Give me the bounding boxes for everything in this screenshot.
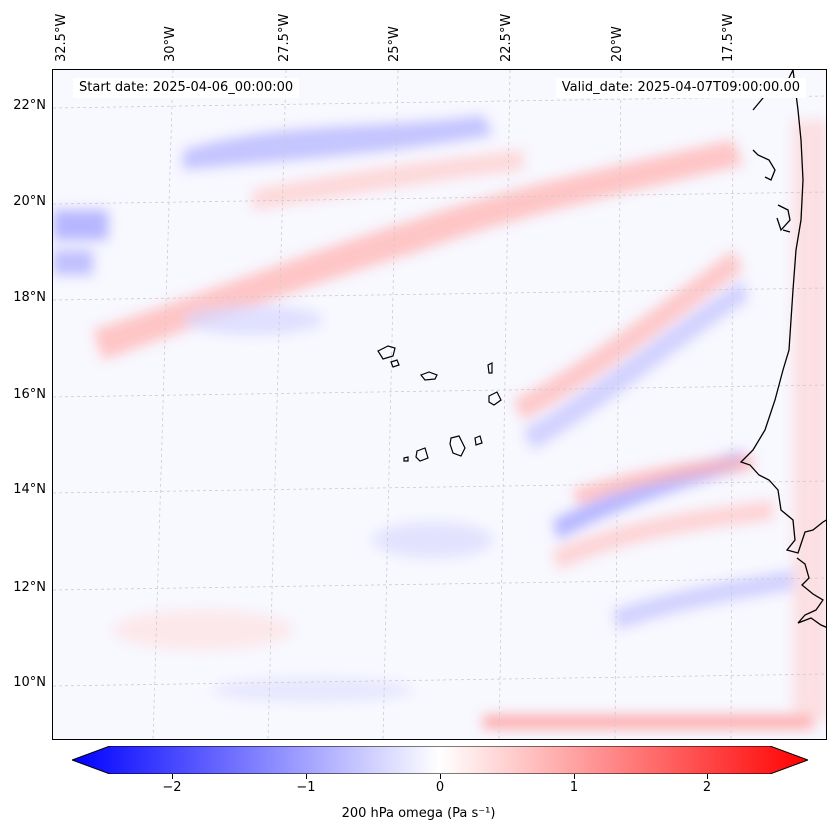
colorbar-tick-1	[574, 774, 575, 779]
omega-map: Start date: 2025-04-06_00:00:00 Valid_da…	[52, 69, 827, 740]
colorbar-label-2: 2	[702, 780, 712, 795]
omega-shading	[53, 115, 826, 729]
lat-label-22n: 22°N	[13, 98, 46, 113]
colorbar-tick-minus2	[172, 774, 173, 779]
valid-date-label: Valid_date: 2025-04-07T09:00:00.00	[555, 78, 806, 98]
lon-label-22-5w: 22.5°W	[499, 13, 514, 62]
lon-label-27-5w: 27.5°W	[277, 13, 292, 62]
colorbar-tick-0	[440, 774, 441, 779]
start-date-label: Start date: 2025-04-06_00:00:00	[73, 78, 300, 98]
colorbar-tick-minus1	[306, 774, 307, 779]
colorbar-tick-2	[707, 774, 708, 779]
colorbar-label-minus2: −2	[162, 780, 182, 795]
graticule	[53, 70, 826, 739]
colorbar-title: 200 hPa omega (Pa s⁻¹)	[341, 806, 496, 821]
colorbar-label-minus1: −1	[296, 780, 316, 795]
lat-label-10n: 10°N	[13, 675, 46, 690]
lat-label-14n: 14°N	[13, 482, 46, 497]
colorbar	[72, 746, 808, 774]
lon-label-20w: 20°W	[610, 26, 625, 62]
lat-label-12n: 12°N	[13, 580, 46, 595]
lon-label-17-5w: 17.5°W	[721, 13, 736, 62]
lon-label-25w: 25°W	[387, 26, 402, 62]
colorbar-label-1: 1	[569, 780, 579, 795]
lon-label-30w: 30°W	[163, 26, 178, 62]
lon-label-32-5w: 32.5°W	[54, 13, 69, 62]
omega-field	[53, 70, 826, 739]
lat-label-16n: 16°N	[13, 387, 46, 402]
lat-label-18n: 18°N	[13, 290, 46, 305]
colorbar-label-0: 0	[435, 780, 445, 795]
cape-verde-islands	[377, 345, 502, 462]
lat-label-20n: 20°N	[13, 194, 46, 209]
